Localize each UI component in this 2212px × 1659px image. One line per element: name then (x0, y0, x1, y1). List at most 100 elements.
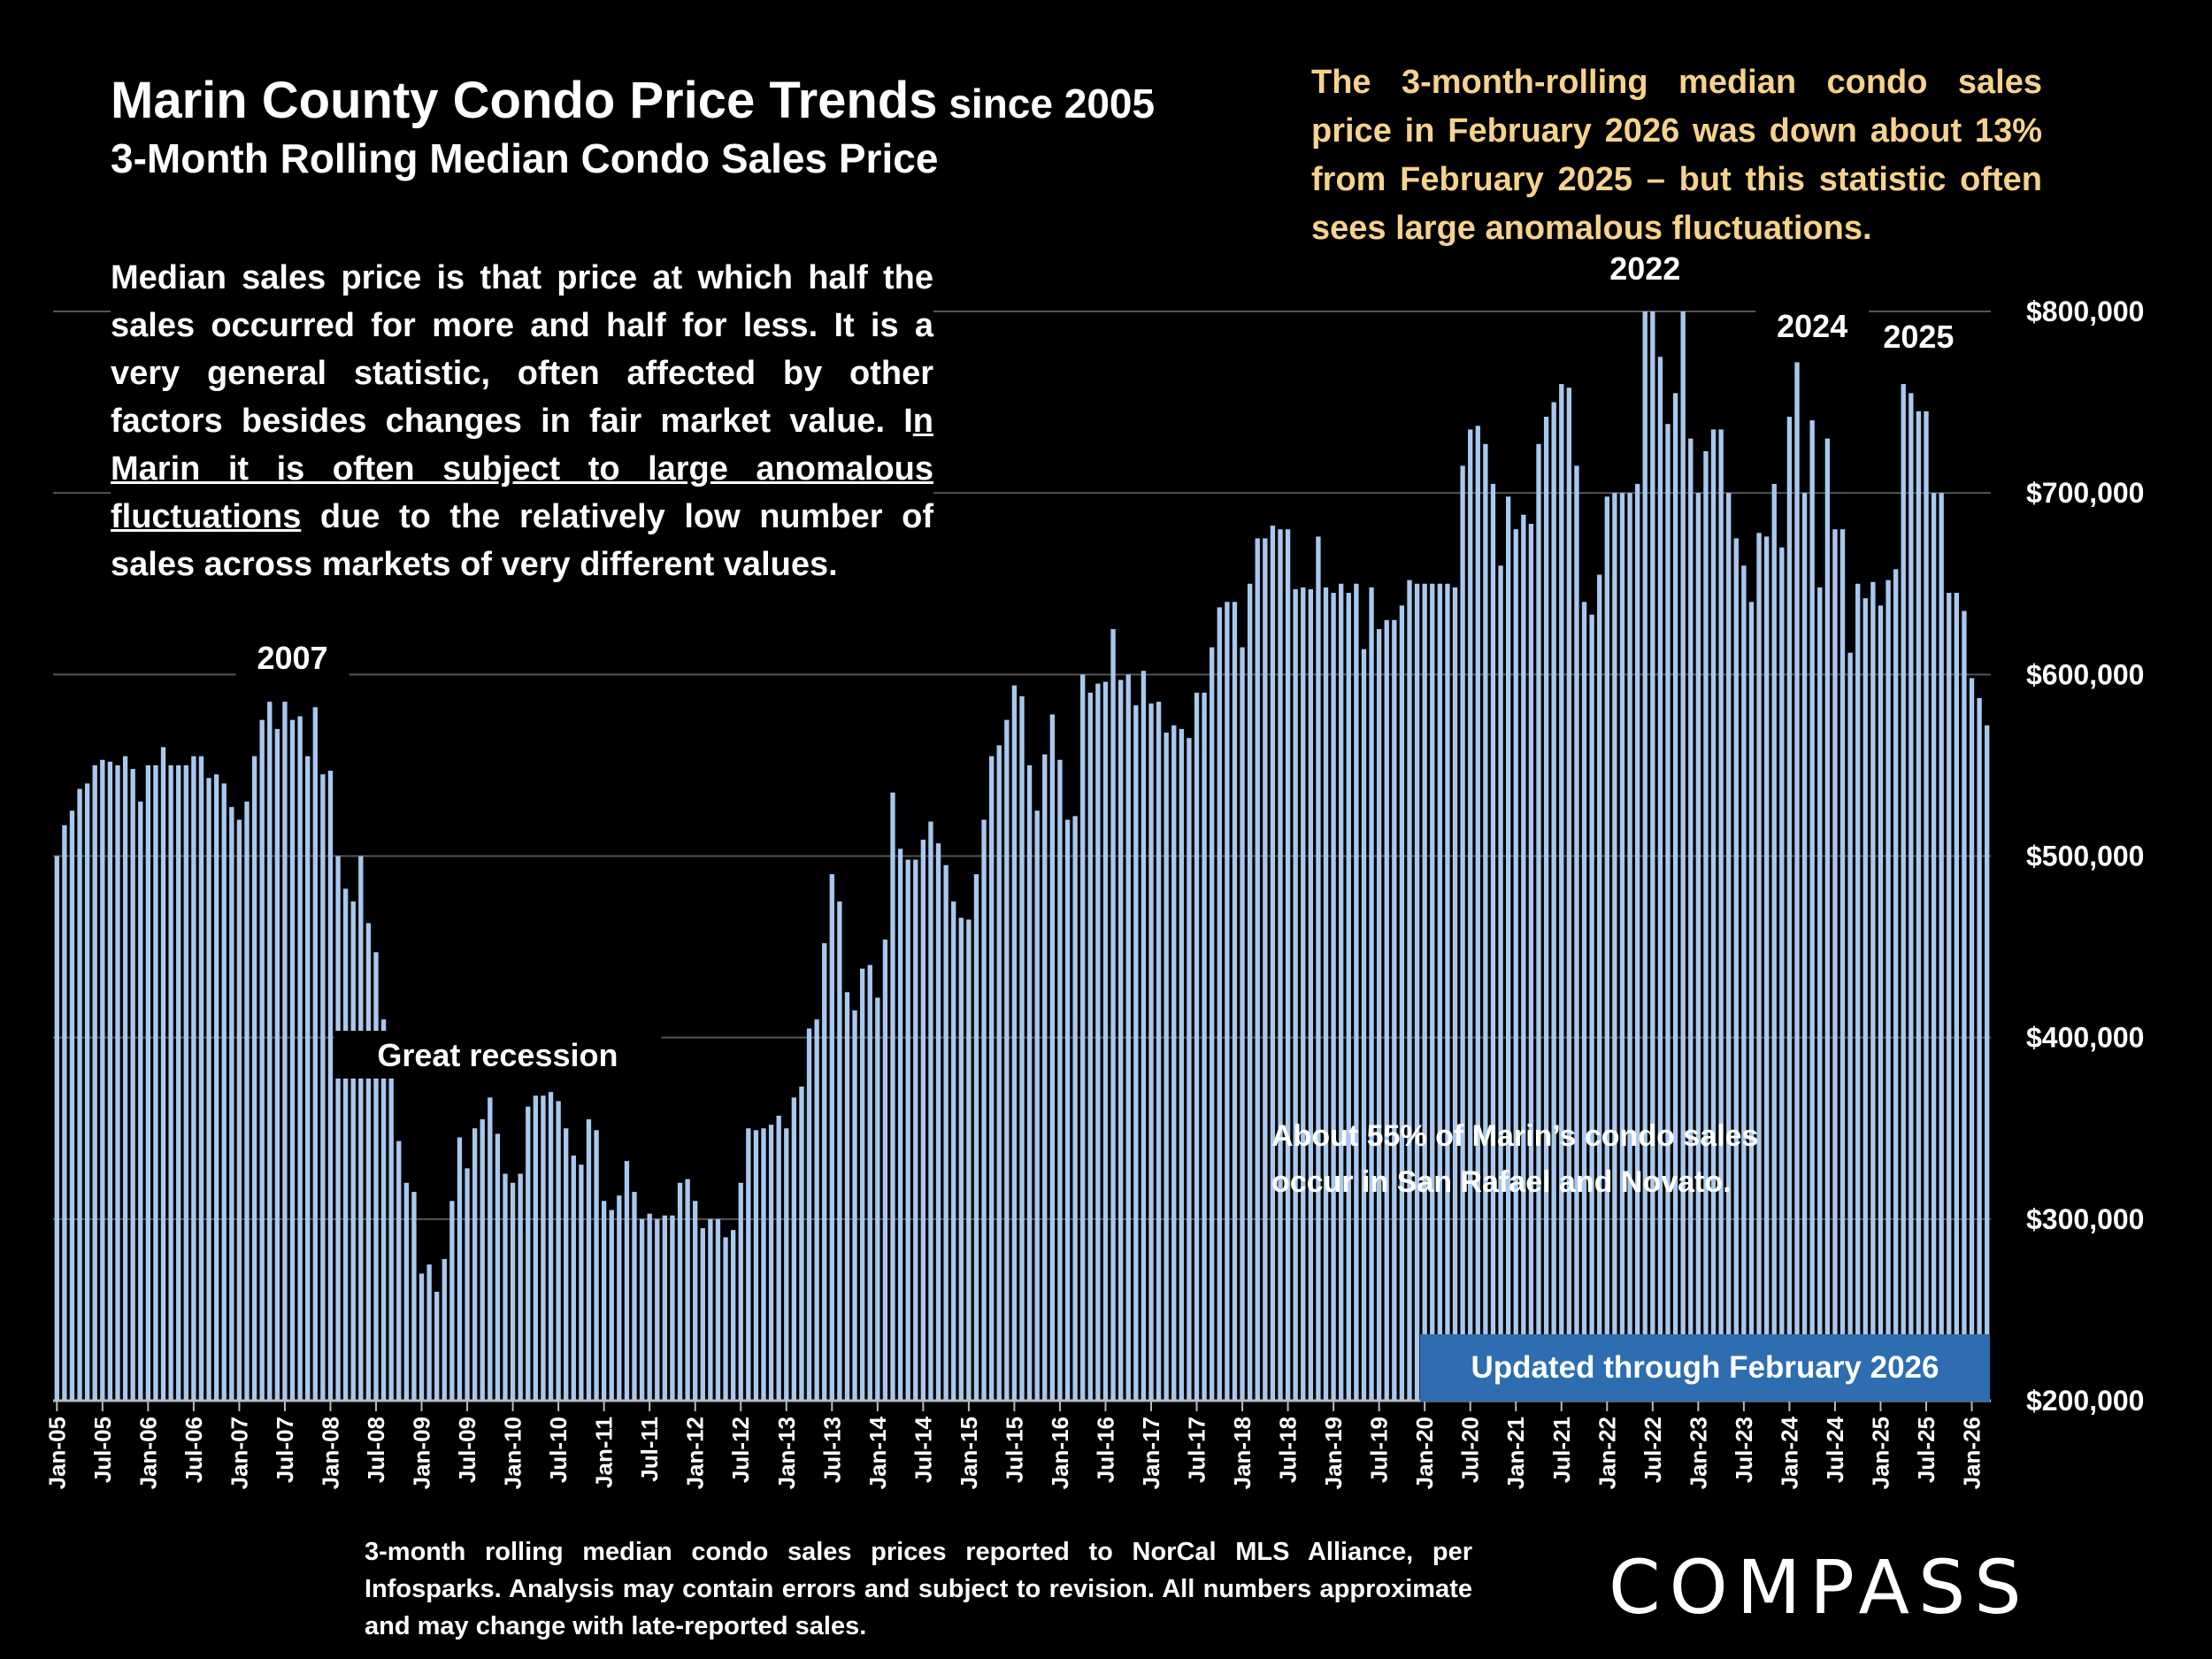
bar (1597, 574, 1602, 1401)
bar (1574, 465, 1579, 1402)
bar (1985, 725, 1990, 1401)
bar (1901, 384, 1906, 1402)
bar (289, 719, 296, 1401)
bar (510, 1182, 516, 1401)
bar (1414, 583, 1420, 1401)
annotation-bg (235, 634, 349, 681)
bar (488, 1097, 493, 1401)
bar (586, 1118, 592, 1401)
bar (1650, 311, 1655, 1401)
x-tick-label: Jul-07 (272, 1417, 298, 1483)
bar (107, 761, 113, 1401)
bar (548, 1092, 554, 1401)
bar (935, 843, 941, 1401)
bar (1832, 529, 1838, 1401)
bar (465, 1168, 470, 1401)
bar (1817, 587, 1823, 1401)
bar (305, 756, 311, 1401)
bar (1505, 496, 1511, 1401)
x-tick-label: Jul-16 (1092, 1417, 1118, 1483)
bar (1855, 583, 1861, 1401)
bar (1528, 524, 1534, 1401)
bar (1133, 705, 1139, 1401)
bar (594, 1130, 599, 1401)
bar (1308, 588, 1314, 1401)
bar (145, 764, 151, 1401)
updated-badge: Updated through February 2026 (1420, 1334, 1990, 1402)
bar (677, 1182, 683, 1401)
chart-subtitle: 3-Month Rolling Median Condo Sales Price (111, 135, 939, 181)
bar (1726, 493, 1732, 1401)
x-tick-label: Jan-16 (1047, 1417, 1073, 1489)
bar (700, 1228, 705, 1401)
bar (1589, 614, 1594, 1401)
bar (526, 1106, 531, 1401)
bar (609, 1210, 614, 1401)
bar (905, 859, 910, 1401)
bar (890, 792, 895, 1401)
x-tick-label: Jul-09 (454, 1417, 480, 1483)
annotation-label: 2007 (257, 640, 327, 676)
bar (350, 901, 356, 1401)
bar (730, 1230, 736, 1401)
y-tick-label: $600,000 (2026, 658, 2144, 690)
bar (1931, 493, 1937, 1401)
bar (571, 1156, 576, 1401)
annotation-bg (1588, 244, 1702, 292)
bar (130, 769, 135, 1401)
bar (1756, 533, 1762, 1401)
bar (1240, 647, 1245, 1401)
bar (419, 1273, 425, 1401)
bar (639, 1218, 645, 1401)
bar (1437, 583, 1443, 1401)
bar (1323, 587, 1329, 1401)
bar (556, 1101, 561, 1401)
bar (715, 1218, 721, 1401)
bar (875, 997, 880, 1401)
bar (1156, 702, 1162, 1401)
bar (282, 702, 288, 1401)
bar (1346, 593, 1351, 1401)
bar (624, 1161, 630, 1401)
bar (943, 864, 949, 1401)
x-tick-label: Jul-19 (1366, 1417, 1393, 1483)
bar (1536, 443, 1541, 1401)
bar (449, 1201, 455, 1401)
annotation-label: 2024 (1777, 308, 1847, 344)
bar (852, 1010, 857, 1401)
bar (799, 1087, 804, 1401)
bar (176, 764, 181, 1401)
bar (1369, 587, 1374, 1401)
y-tick-label: $700,000 (2026, 477, 2144, 509)
x-tick-label: Jan-14 (864, 1416, 891, 1489)
bar (973, 874, 979, 1401)
bar (100, 759, 105, 1401)
bar (1672, 393, 1678, 1402)
annotation-bg (334, 1031, 662, 1079)
bar (1886, 580, 1891, 1401)
bar (1095, 683, 1101, 1401)
bar (1293, 588, 1298, 1401)
bar (662, 1215, 668, 1401)
bar (564, 1128, 569, 1401)
bar (1087, 692, 1093, 1401)
x-tick-label: Jul-10 (545, 1417, 572, 1483)
bar (411, 1192, 417, 1401)
bar (1969, 678, 1975, 1401)
bar (518, 1173, 523, 1401)
bar (632, 1192, 637, 1401)
bar (472, 1128, 478, 1401)
bar (1118, 680, 1124, 1401)
bar (829, 874, 834, 1401)
bar (601, 1201, 607, 1401)
x-tick-label: Jul-14 (910, 1416, 936, 1483)
bar (1490, 483, 1496, 1401)
bar (77, 788, 82, 1401)
bar (1422, 583, 1427, 1401)
bar (1916, 411, 1922, 1401)
bar (62, 825, 67, 1401)
bar (54, 856, 59, 1401)
bar (1468, 429, 1473, 1401)
bar (1361, 649, 1367, 1401)
bar (320, 774, 326, 1401)
